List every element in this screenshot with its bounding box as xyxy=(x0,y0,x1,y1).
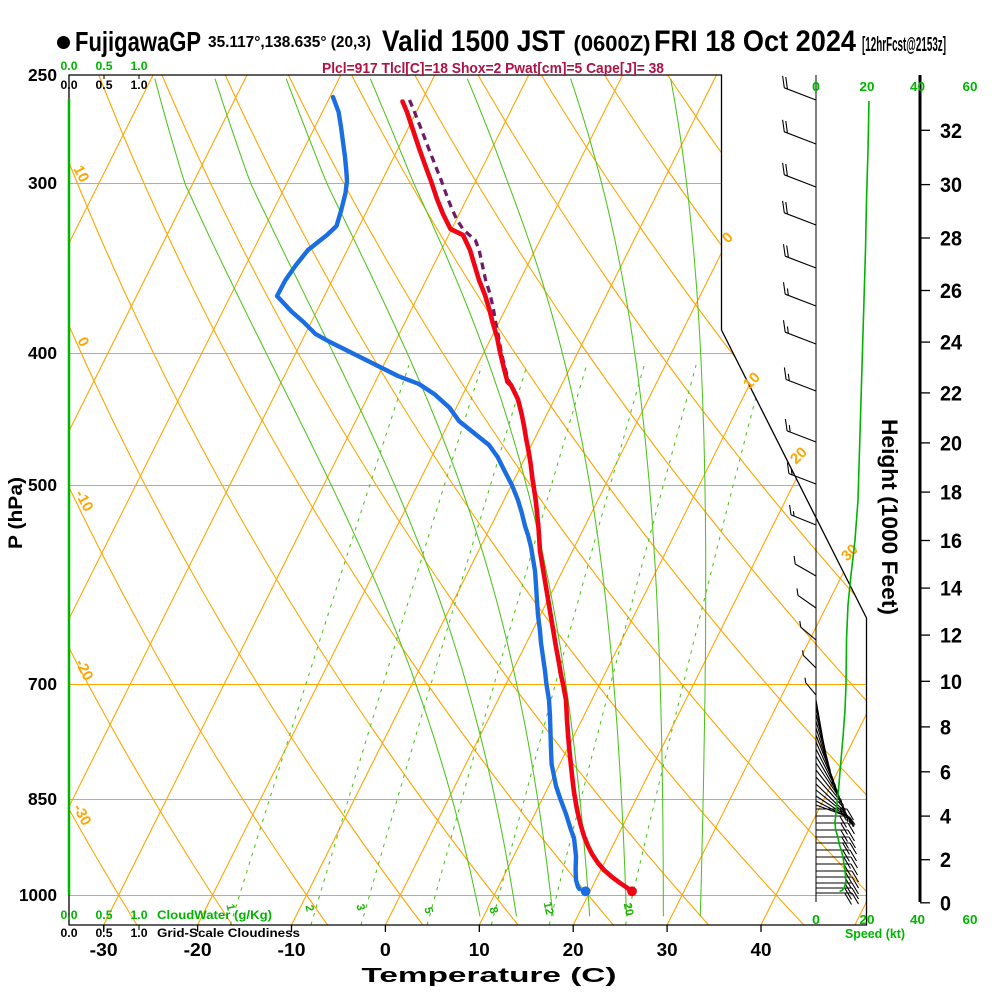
svg-text:24: 24 xyxy=(940,332,962,355)
svg-text:1.0: 1.0 xyxy=(131,59,148,73)
svg-text:20: 20 xyxy=(940,432,962,455)
svg-text:40: 40 xyxy=(751,940,772,960)
svg-text:250: 250 xyxy=(28,65,57,85)
svg-text:-20: -20 xyxy=(184,940,212,960)
svg-text:8: 8 xyxy=(486,906,499,915)
svg-text:20: 20 xyxy=(563,940,584,960)
svg-text:0.0: 0.0 xyxy=(61,59,78,73)
svg-text:32: 32 xyxy=(940,120,962,143)
svg-text:5: 5 xyxy=(421,906,434,915)
svg-text:20: 20 xyxy=(860,912,875,927)
svg-text:0: 0 xyxy=(812,912,820,927)
svg-text:-30: -30 xyxy=(90,940,118,960)
svg-text:-10: -10 xyxy=(278,940,306,960)
svg-text:400: 400 xyxy=(28,343,57,363)
svg-text:60: 60 xyxy=(963,912,978,927)
svg-text:[12hrFcst@2153z]: [12hrFcst@2153z] xyxy=(862,34,946,56)
svg-text:0.5: 0.5 xyxy=(96,908,113,922)
svg-text:40: 40 xyxy=(910,912,925,927)
svg-text:1.0: 1.0 xyxy=(131,908,148,922)
svg-text:0.5: 0.5 xyxy=(96,926,113,940)
svg-text:Grid-Scale Cloudiness: Grid-Scale Cloudiness xyxy=(157,926,300,940)
svg-text:26: 26 xyxy=(940,280,962,303)
svg-text:0.5: 0.5 xyxy=(96,59,113,73)
svg-text:Height (1000 Feet): Height (1000 Feet) xyxy=(877,419,902,615)
svg-text:Temperature (C): Temperature (C) xyxy=(362,965,617,987)
svg-text:Plcl=917 Tlcl[C]=18 Shox=2 Pwa: Plcl=917 Tlcl[C]=18 Shox=2 Pwat[cm]=5 Ca… xyxy=(322,60,664,77)
svg-text:22: 22 xyxy=(940,382,962,405)
svg-text:Valid 1500 JST: Valid 1500 JST xyxy=(382,25,565,58)
svg-text:0: 0 xyxy=(380,940,391,960)
svg-text:10: 10 xyxy=(469,940,490,960)
svg-text:1000: 1000 xyxy=(19,885,57,905)
svg-text:CloudWater (g/Kg): CloudWater (g/Kg) xyxy=(157,908,272,922)
svg-text:FujigawaGP: FujigawaGP xyxy=(75,26,201,57)
svg-text:300: 300 xyxy=(28,173,57,193)
svg-text:1.0: 1.0 xyxy=(131,78,148,92)
svg-text:2: 2 xyxy=(302,904,315,913)
svg-text:28: 28 xyxy=(940,228,962,251)
svg-text:2: 2 xyxy=(940,849,951,872)
svg-text:6: 6 xyxy=(940,761,951,784)
svg-text:4: 4 xyxy=(940,806,951,829)
svg-text:16: 16 xyxy=(940,530,962,553)
svg-text:14: 14 xyxy=(940,578,962,601)
svg-text:30: 30 xyxy=(940,174,962,197)
svg-text:30: 30 xyxy=(657,940,678,960)
svg-text:3: 3 xyxy=(353,903,366,912)
svg-text:Speed (kt): Speed (kt) xyxy=(845,926,905,941)
svg-text:35.117°,138.635° (20,3): 35.117°,138.635° (20,3) xyxy=(208,34,371,51)
svg-text:20: 20 xyxy=(860,79,875,94)
svg-text:40: 40 xyxy=(910,79,925,94)
svg-text:0.0: 0.0 xyxy=(61,926,78,940)
svg-text:20: 20 xyxy=(621,902,635,917)
svg-text:1: 1 xyxy=(223,903,236,912)
svg-text:10: 10 xyxy=(940,671,962,694)
svg-text:0.5: 0.5 xyxy=(96,78,113,92)
svg-text:500: 500 xyxy=(28,475,57,495)
svg-text:12: 12 xyxy=(541,901,555,916)
svg-text:700: 700 xyxy=(28,674,57,694)
svg-text:8: 8 xyxy=(940,716,951,739)
svg-text:12: 12 xyxy=(940,625,962,648)
svg-text:1.0: 1.0 xyxy=(131,926,148,940)
svg-text:0: 0 xyxy=(940,892,951,915)
svg-text:(0600Z): (0600Z) xyxy=(574,31,651,56)
svg-text:10: 10 xyxy=(70,163,93,186)
svg-text:P (hPa): P (hPa) xyxy=(5,477,27,549)
svg-text:18: 18 xyxy=(940,482,962,505)
svg-text:0: 0 xyxy=(812,79,820,94)
svg-text:FRI 18 Oct 2024: FRI 18 Oct 2024 xyxy=(654,25,856,58)
svg-text:60: 60 xyxy=(963,79,978,94)
svg-text:0.0: 0.0 xyxy=(61,908,78,922)
svg-text:0.0: 0.0 xyxy=(61,78,78,92)
svg-text:850: 850 xyxy=(28,789,57,809)
